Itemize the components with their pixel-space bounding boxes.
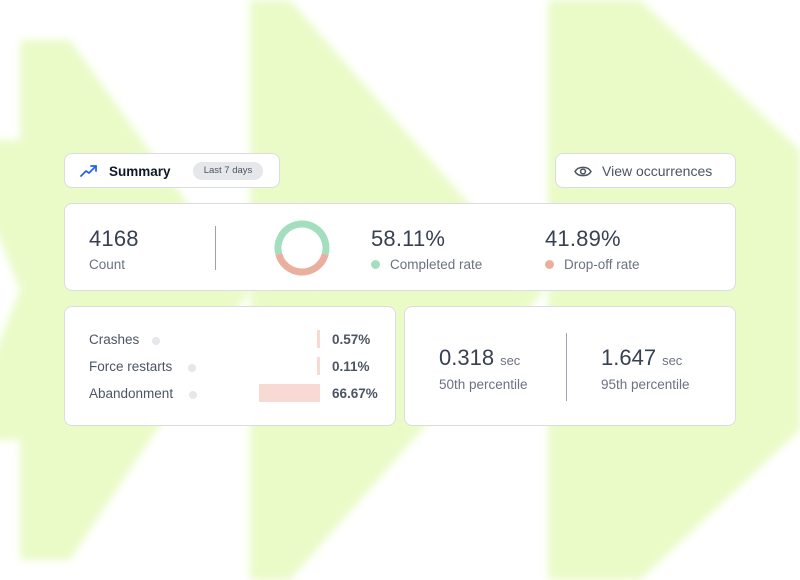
issue-bar bbox=[317, 330, 320, 348]
issue-percent: 0.57% bbox=[332, 332, 371, 347]
p95-label: 95th percentile bbox=[601, 377, 690, 392]
completed-rate-label: Completed rate bbox=[390, 257, 483, 272]
p50-unit: sec bbox=[500, 353, 521, 368]
view-occurrences-button[interactable]: View occurrences bbox=[555, 153, 736, 188]
summary-header: Summary Last 7 days bbox=[64, 153, 280, 188]
dropoff-rate-legend: Drop-off rate bbox=[545, 257, 640, 272]
completion-donut-chart bbox=[274, 220, 330, 276]
dropoff-rate-value: 41.89% bbox=[545, 226, 621, 251]
count-value: 4168 bbox=[89, 226, 139, 251]
issues-card: Crashes 0.57% Force restarts 0.11% Aband… bbox=[64, 306, 396, 426]
donut-dropoff-arc bbox=[274, 220, 330, 276]
issue-percent: 0.11% bbox=[332, 359, 370, 374]
completed-dot bbox=[371, 260, 380, 269]
p50-value: 0.318 bbox=[439, 345, 495, 370]
trend-up-icon bbox=[80, 164, 98, 183]
p95-unit: sec bbox=[662, 353, 683, 368]
dropoff-rate-label: Drop-off rate bbox=[564, 257, 640, 272]
donut-completed-arc bbox=[274, 220, 330, 276]
date-range-badge[interactable]: Last 7 days bbox=[193, 162, 263, 180]
divider bbox=[215, 226, 216, 270]
p50-value-group: 0.318 sec bbox=[439, 345, 520, 371]
issue-label: Force restarts bbox=[89, 359, 173, 374]
p95-value-group: 1.647 sec bbox=[601, 345, 682, 371]
issue-bar bbox=[317, 357, 320, 375]
view-occurrences-label: View occurrences bbox=[602, 163, 713, 179]
completed-rate-legend: Completed rate bbox=[371, 257, 482, 272]
dropoff-dot bbox=[545, 260, 554, 269]
issue-row-crashes[interactable]: Crashes 0.57% bbox=[89, 330, 389, 350]
summary-title: Summary bbox=[109, 164, 171, 179]
issue-bar bbox=[259, 384, 320, 402]
count-label: Count bbox=[89, 257, 126, 272]
issue-label: Crashes bbox=[89, 332, 140, 347]
p50-label: 50th percentile bbox=[439, 377, 528, 392]
info-dot-icon bbox=[188, 364, 196, 372]
stats-card: 4168 Count 58.11% Completed rate 41.89% … bbox=[64, 203, 736, 291]
eye-icon bbox=[574, 165, 592, 183]
latency-percentiles-card: 0.318 sec 50th percentile 1.647 sec 95th p… bbox=[404, 306, 736, 426]
completed-rate-value: 58.11% bbox=[371, 226, 446, 251]
issue-row-force-restarts[interactable]: Force restarts 0.11% bbox=[89, 357, 389, 377]
p95-value: 1.647 bbox=[601, 345, 657, 370]
info-dot-icon bbox=[152, 337, 160, 345]
info-dot-icon bbox=[189, 391, 197, 399]
issue-row-abandonment[interactable]: Abandonment 66.67% bbox=[89, 384, 389, 404]
divider bbox=[566, 333, 567, 401]
issue-percent: 66.67% bbox=[332, 386, 378, 401]
issue-label: Abandonment bbox=[89, 386, 174, 401]
